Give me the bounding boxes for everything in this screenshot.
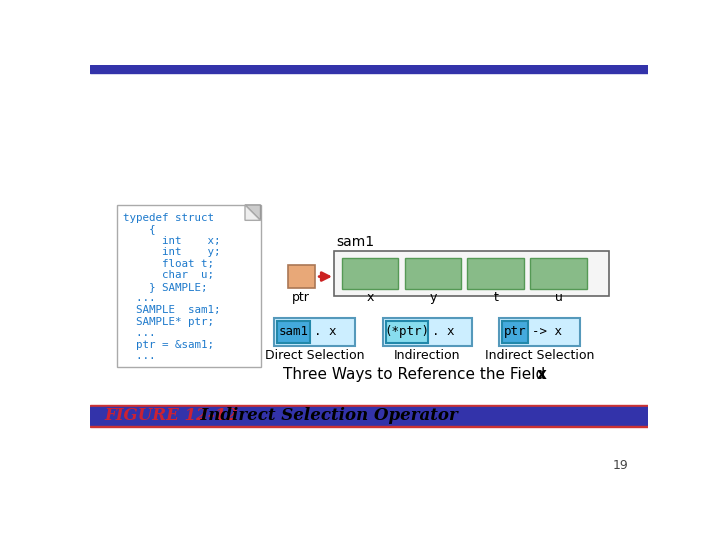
Bar [382, 318, 472, 346]
Bar [90, 408, 648, 425]
Bar [405, 258, 462, 289]
Text: sam1: sam1 [279, 326, 308, 339]
Bar [342, 258, 398, 289]
Text: (*ptr): (*ptr) [384, 326, 429, 339]
Text: . x: . x [314, 326, 336, 339]
Text: SAMPLE  sam1;: SAMPLE sam1; [122, 305, 220, 315]
Text: 19: 19 [613, 458, 629, 472]
Text: y: y [429, 291, 436, 304]
Text: . x: . x [432, 326, 454, 339]
Polygon shape [245, 205, 261, 220]
Text: } SAMPLE;: } SAMPLE; [122, 282, 207, 292]
Bar [502, 321, 528, 343]
Text: Three Ways to Reference the Field: Three Ways to Reference the Field [284, 367, 551, 382]
Text: Indirect Selection: Indirect Selection [485, 349, 594, 362]
Text: float t;: float t; [122, 259, 214, 269]
Bar [467, 258, 524, 289]
Text: SAMPLE* ptr;: SAMPLE* ptr; [122, 316, 214, 327]
Text: char  u;: char u; [122, 271, 214, 280]
Text: ptr: ptr [292, 291, 310, 304]
Text: x: x [366, 291, 374, 304]
Text: int    y;: int y; [122, 247, 220, 257]
Text: ptr = &sam1;: ptr = &sam1; [122, 340, 214, 350]
Text: typedef struct: typedef struct [122, 213, 214, 222]
Text: Indirection: Indirection [394, 349, 460, 362]
Bar [90, 65, 648, 72]
Bar [90, 426, 648, 428]
Text: t: t [493, 291, 498, 304]
Bar [90, 405, 648, 407]
Text: x: x [537, 367, 546, 382]
Text: -> x: -> x [532, 326, 562, 339]
Bar [530, 258, 587, 289]
Bar [117, 205, 261, 367]
Text: ...: ... [122, 328, 155, 338]
Text: FIGURE 12-12: FIGURE 12-12 [104, 407, 238, 424]
Bar [499, 318, 580, 346]
Text: sam1: sam1 [336, 235, 374, 249]
Bar [287, 265, 315, 288]
Text: u: u [554, 291, 562, 304]
Bar [274, 318, 356, 346]
Text: ptr: ptr [504, 326, 526, 339]
Text: ...: ... [122, 351, 155, 361]
Text: {: { [122, 224, 155, 234]
Bar [334, 251, 609, 296]
Polygon shape [245, 205, 261, 220]
Text: int    x;: int x; [122, 236, 220, 246]
Text: ...: ... [122, 294, 155, 303]
Bar [386, 321, 428, 343]
Bar [277, 321, 310, 343]
Text: Direct Selection: Direct Selection [265, 349, 364, 362]
Text: Indirect Selection Operator: Indirect Selection Operator [189, 407, 458, 424]
